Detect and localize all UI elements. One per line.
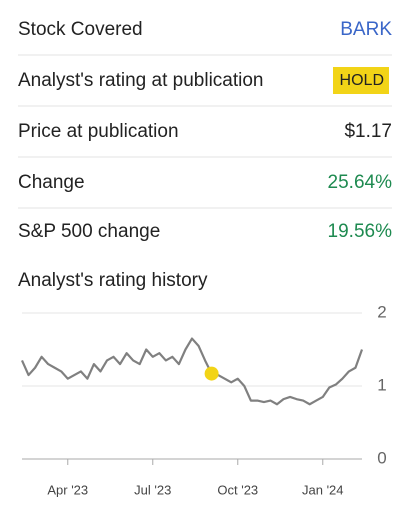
chart-title: Analyst's rating history [18, 270, 208, 291]
row-value: HOLD [340, 72, 384, 89]
row-value: $1.17 [344, 121, 392, 142]
row-label: S&P 500 change [18, 221, 160, 242]
row-label: Analyst's rating at publication [18, 70, 264, 91]
price-line [20, 337, 364, 406]
row-label: Price at publication [18, 121, 179, 142]
rating-badge [333, 67, 389, 94]
x-tick-label: Apr '23 [47, 482, 88, 497]
y-tick-label: 2 [377, 302, 386, 321]
y-tick-label: 1 [377, 375, 386, 394]
x-tick-label: Jan '24 [302, 482, 344, 497]
row-value: BARK [340, 19, 392, 40]
row-label: Stock Covered [18, 19, 143, 40]
x-tick-label: Oct '23 [217, 482, 258, 497]
y-tick-label: 0 [377, 448, 386, 467]
x-tick-label: Jul '23 [134, 482, 171, 497]
row-value: 19.56% [328, 221, 393, 242]
publication-marker [204, 366, 219, 381]
row-label: Change [18, 172, 85, 193]
row-value: 25.64% [328, 172, 393, 193]
